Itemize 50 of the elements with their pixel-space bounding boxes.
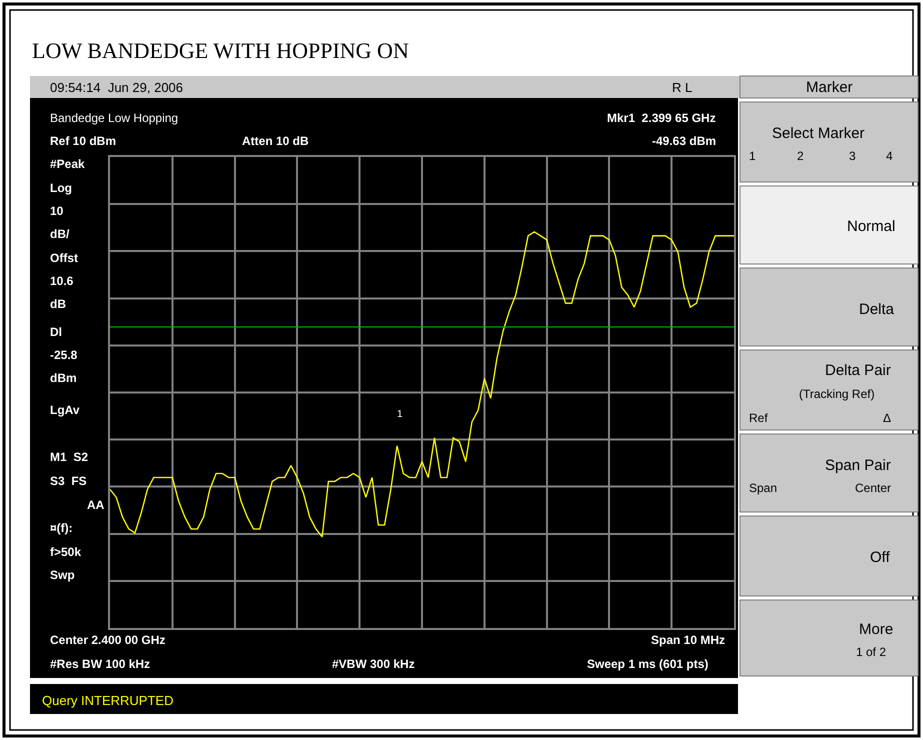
text: 09:54:14 Jun 29, 2006 — [50, 80, 184, 95]
text: (Tracking Ref) — [799, 387, 875, 401]
annotation: 1 — [397, 409, 403, 420]
text: Offst — [50, 251, 78, 265]
text: Log — [50, 181, 72, 195]
text: Span — [749, 481, 778, 495]
text: Center — [855, 481, 892, 495]
text: 10 — [50, 204, 64, 218]
text: LgAv — [50, 403, 80, 417]
text: -49.63 dBm — [652, 134, 716, 148]
text: Ref 10 dBm — [50, 134, 116, 148]
text: Center 2.400 00 GHz — [50, 633, 166, 647]
text: Swp — [50, 568, 75, 582]
text: dBm — [50, 371, 77, 385]
text: Ref — [749, 411, 768, 425]
text: Off — [870, 549, 891, 566]
text: #Peak — [50, 157, 86, 171]
text: -25.8 — [50, 348, 78, 362]
text: Span 10 MHz — [651, 633, 726, 647]
text: Marker — [806, 79, 853, 96]
text: M1 S2 — [50, 450, 88, 464]
text: Delta — [859, 301, 895, 318]
text: 10.6 — [50, 274, 74, 288]
text: Select Marker — [772, 125, 865, 142]
text: 1 — [749, 149, 756, 163]
text: AA — [87, 498, 105, 512]
text: Bandedge Low Hopping — [50, 111, 178, 125]
text: Normal — [847, 218, 896, 235]
text: ¤(f): — [50, 521, 73, 535]
text: More — [859, 621, 894, 638]
text: dB — [50, 297, 66, 311]
text: Atten 10 dB — [242, 134, 310, 148]
text: #Res BW 100 kHz — [50, 657, 150, 671]
text: #VBW 300 kHz — [332, 657, 415, 671]
text: Query INTERRUPTED — [42, 693, 174, 708]
text: Dl — [50, 325, 62, 339]
text: 3 — [849, 149, 856, 163]
text: Sweep 1 ms (601 pts) — [587, 657, 708, 671]
chart-title: LOW BANDEDGE WITH HOPPING ON — [32, 38, 409, 63]
text: Δ — [883, 411, 892, 425]
text: f>50k — [50, 545, 82, 559]
text: 1 of 2 — [856, 645, 886, 659]
text: dB/ — [50, 227, 70, 241]
text: S3 FS — [50, 474, 87, 488]
text: 4 — [886, 149, 893, 163]
text: R L — [672, 80, 692, 95]
text: Delta Pair — [825, 362, 891, 379]
text: 2 — [797, 149, 804, 163]
text: Mkr1 2.399 65 GHz — [607, 111, 716, 125]
text: Span Pair — [825, 457, 891, 474]
